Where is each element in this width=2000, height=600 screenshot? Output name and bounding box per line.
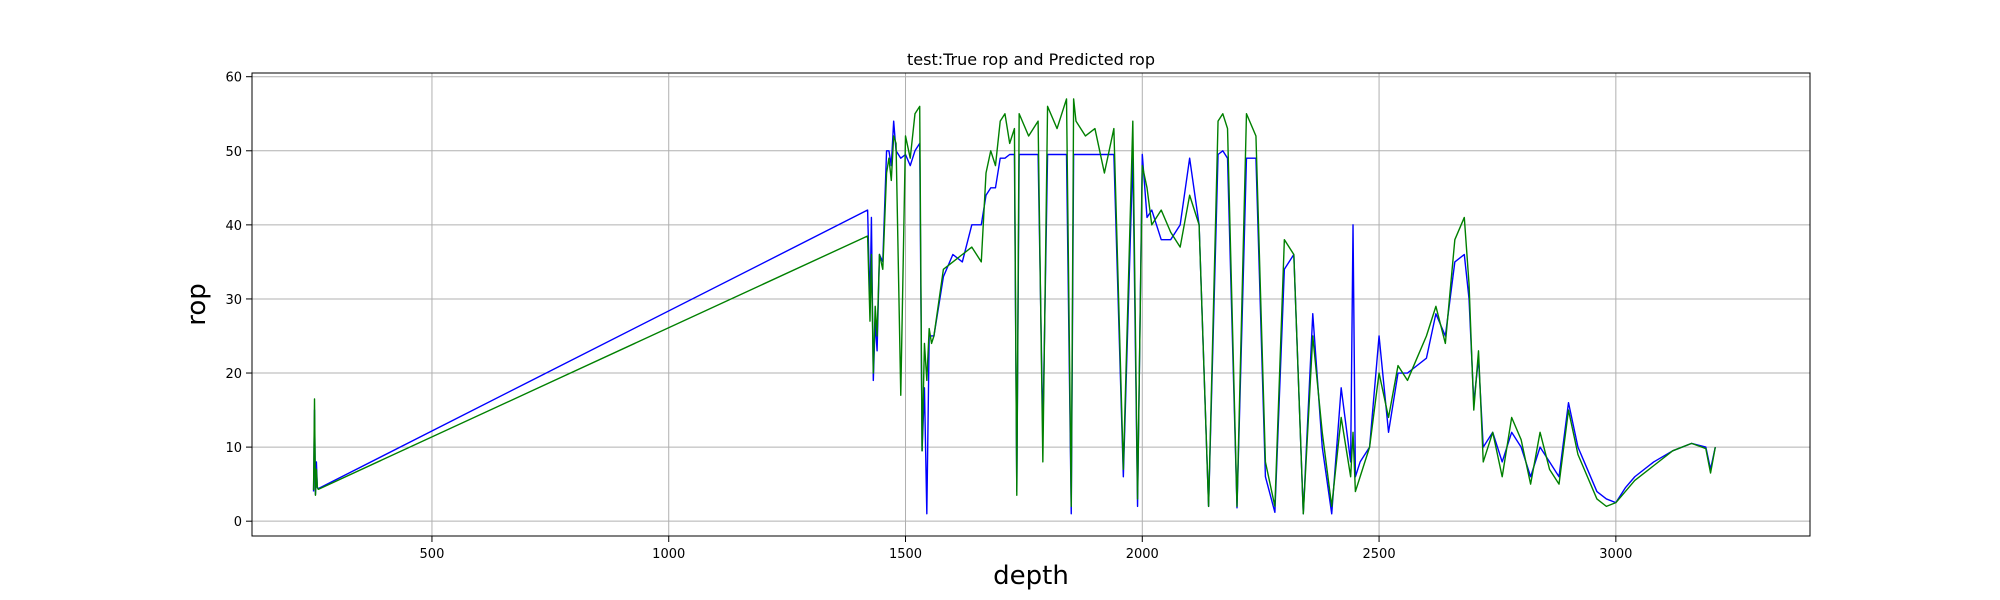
y-tick-label: 60 bbox=[225, 71, 242, 86]
plot-frame bbox=[251, 72, 1811, 537]
x-tick-label: 500 bbox=[420, 547, 445, 562]
y-tick-label: 30 bbox=[225, 293, 242, 308]
x-tick-label: 2000 bbox=[1126, 547, 1159, 562]
x-axis-label: depth bbox=[993, 561, 1069, 591]
y-axis-label: rop bbox=[182, 283, 212, 326]
series-line-predicted-rop bbox=[312, 98, 1716, 515]
grid bbox=[252, 73, 1810, 536]
y-tick-label: 40 bbox=[225, 219, 242, 234]
y-tick-label: 10 bbox=[225, 441, 242, 456]
series-line-true-rop bbox=[312, 120, 1716, 515]
chart-title: test:True rop and Predicted rop bbox=[907, 50, 1155, 69]
y-tick-label: 20 bbox=[225, 367, 242, 382]
series-lines bbox=[312, 98, 1716, 515]
x-tick-label: 1500 bbox=[889, 547, 922, 562]
x-tick-label: 1000 bbox=[652, 547, 685, 562]
y-tick-label: 50 bbox=[225, 145, 242, 160]
y-tick-label: 0 bbox=[234, 515, 242, 530]
x-tick-label: 2500 bbox=[1363, 547, 1396, 562]
ticks: 500 1000 1500 2000 2500 3000 0 10 20 30 40 50 60 bbox=[225, 71, 1632, 562]
x-tick-label: 3000 bbox=[1599, 547, 1632, 562]
